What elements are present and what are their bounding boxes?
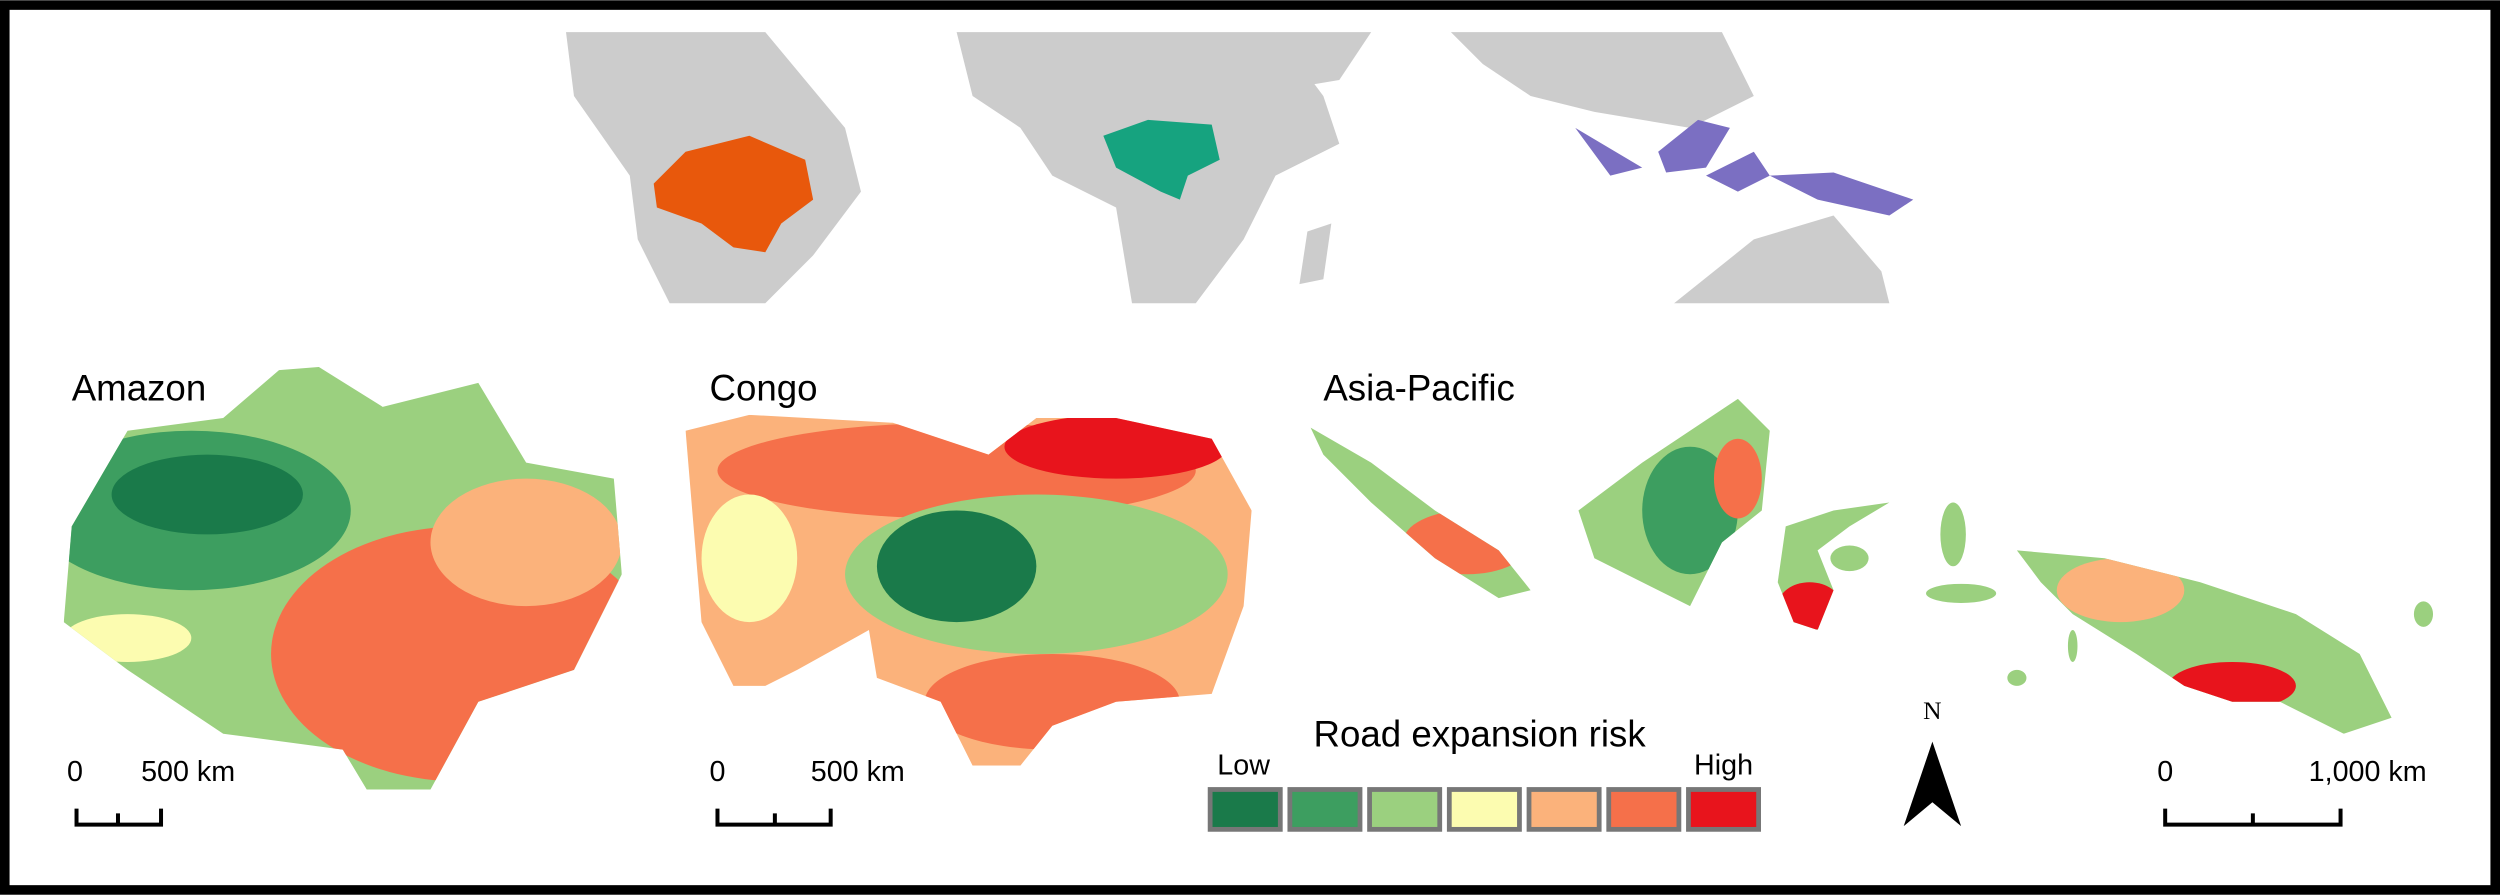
legend-swatch	[1287, 787, 1363, 832]
scale-bar: 0 500 km	[67, 756, 235, 827]
north-label: N	[1923, 696, 1941, 725]
north-arrow: N	[1903, 696, 1962, 827]
inset-map	[566, 32, 1914, 304]
scale-label: 1,000 km	[2309, 756, 2427, 788]
scale-bar: 0 500 km	[709, 756, 905, 827]
legend-high: High	[1694, 750, 1753, 782]
legend-title: Road expansion risk	[1314, 714, 1647, 755]
legend-swatch	[1367, 787, 1443, 832]
scale-label: 0	[709, 756, 725, 788]
legend-swatch	[1446, 787, 1522, 832]
scale-bar: 0 1,000 km	[2157, 756, 2427, 827]
legend-swatch	[1207, 787, 1283, 832]
scale-label: 0	[67, 756, 83, 788]
legend-low: Low	[1217, 750, 1270, 782]
legend-swatch	[1686, 787, 1762, 832]
legend-swatch	[1526, 787, 1602, 832]
region-label: Amazon	[72, 368, 206, 409]
legend-swatches	[1207, 787, 1762, 832]
scale-label: 500 km	[811, 756, 905, 788]
scale-label: 0	[2157, 756, 2173, 788]
scale-label: 500 km	[141, 756, 235, 788]
legend-swatch	[1606, 787, 1682, 832]
region-label: Congo	[710, 368, 818, 409]
region-label: Asia-Pacific	[1323, 368, 1514, 409]
